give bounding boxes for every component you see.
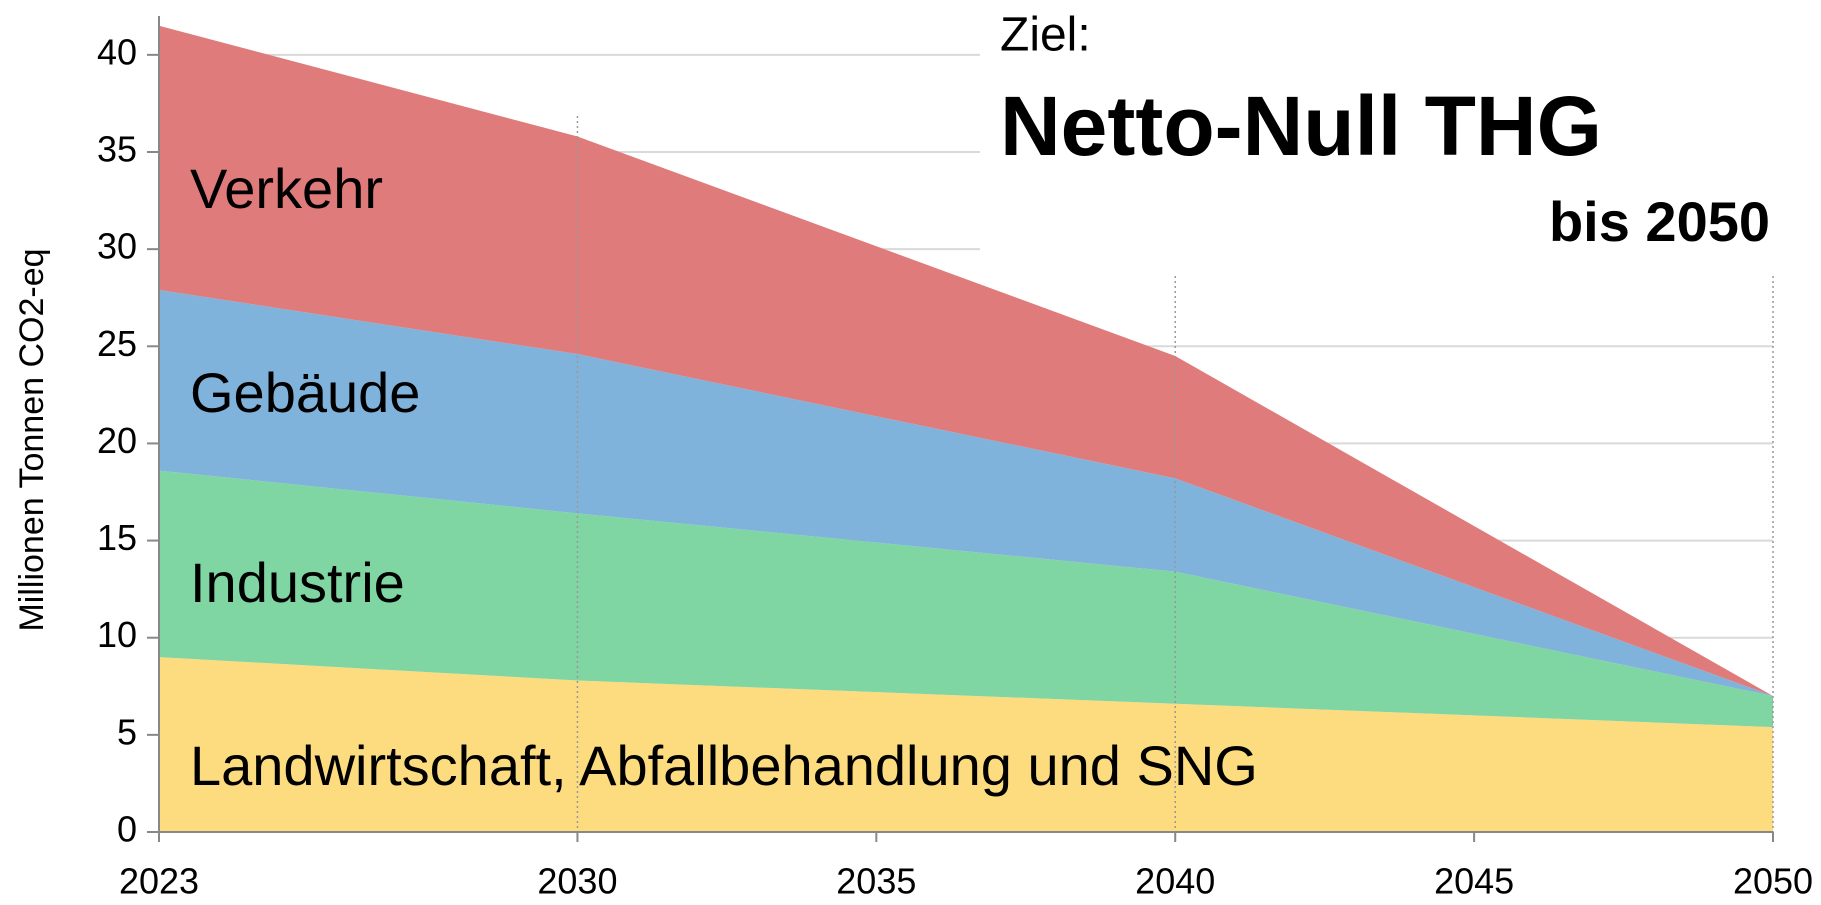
y-tick-label: 5: [117, 711, 137, 752]
x-tick-label: 2023: [119, 861, 199, 902]
y-tick-label: 20: [97, 420, 137, 461]
annotation: Ziel:: [1000, 9, 1091, 62]
series-label: Landwirtschaft, Abfallbehandlung und SNG: [190, 734, 1258, 797]
area: [159, 289, 1773, 696]
title-backdrop: [980, 0, 1821, 275]
plot-area: 0 5 10 15 20 25 30 35 40 2023 2030 2035 2040 2045 2050…: [97, 16, 1813, 902]
x-tick-label: 2050: [1733, 861, 1813, 902]
x-tick-label: 2035: [836, 861, 916, 902]
chart-title: Netto-Null THG: [1000, 79, 1602, 173]
x-tick-label: 2040: [1135, 861, 1215, 902]
area: [159, 470, 1773, 728]
y-tick-label: 10: [97, 614, 137, 655]
y-tick-label: 40: [97, 31, 137, 72]
y-axis-label: Millionen Tonnen CO2-eq: [13, 248, 51, 631]
y-tick-label: 25: [97, 323, 137, 364]
y-tick-label: 0: [117, 809, 137, 850]
y-tick-label: 35: [97, 129, 137, 170]
y-tick-label: 30: [97, 226, 137, 267]
area: [159, 25, 1773, 696]
series-label: Gebäude: [190, 361, 420, 424]
series-label: Industrie: [190, 551, 405, 614]
area: [159, 657, 1773, 832]
x-tick-label: 2045: [1434, 861, 1514, 902]
annotation: bis 2050: [1549, 190, 1770, 253]
series-label: Verkehr: [190, 157, 383, 220]
x-tick-label: 2030: [537, 861, 617, 902]
y-tick-label: 15: [97, 517, 137, 558]
